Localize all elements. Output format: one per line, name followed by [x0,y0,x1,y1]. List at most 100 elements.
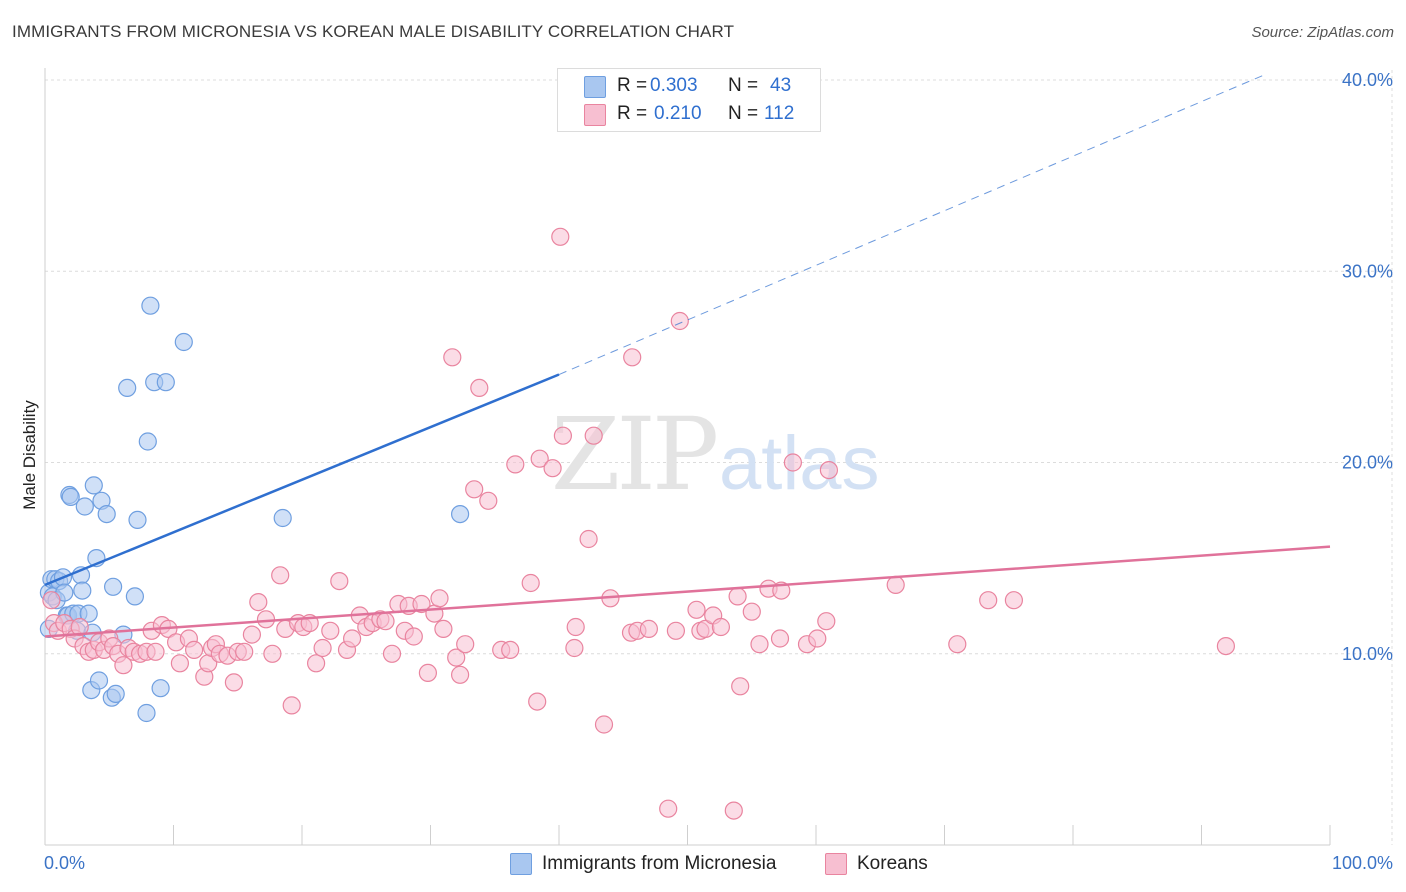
micronesia-trend-line [44,373,560,587]
korean-point [256,610,276,629]
korean-point [479,491,498,510]
n-label: N = [728,103,759,124]
micronesia-trend-extension [558,73,1266,375]
chart-legend: Immigrants from Micronesia Koreans [0,852,1406,878]
chart-title: IMMIGRANTS FROM MICRONESIA VS KOREAN MAL… [12,22,735,41]
korean-point [565,638,584,658]
r-value: 0.303 [650,75,698,96]
korean-point [412,594,431,614]
korean-point [447,648,466,667]
n-value: 112 [764,103,795,124]
micronesia-point [61,487,80,506]
korean-point [659,799,678,818]
korean-point [530,449,549,468]
koreans-swatch [584,104,606,126]
korean-point [235,642,254,661]
korean-point [770,629,790,648]
korean-point [584,426,603,445]
korean-point [543,459,562,478]
korean-point [343,629,362,648]
korean-point [623,348,642,367]
r-label: R = [617,75,648,96]
korean-point [146,642,165,661]
korean-point [551,227,570,246]
korean-point [579,529,598,549]
korean-point [817,612,836,631]
micronesia-point [75,497,94,516]
korean-point [1216,636,1236,656]
stats-box: R = 0.303 N = 43 R = 0.210 N = 112 [557,68,821,132]
micronesia-point [118,378,137,397]
micronesia-point [273,508,292,528]
stats-row-koreans: R = 0.210 N = 112 [558,101,820,127]
tick-labels: 10.0% 20.0% 30.0% 40.0% 0.0% 100.0% [44,70,1393,873]
micronesia-point [141,296,160,315]
korean-point [501,640,520,660]
korean-point [242,625,261,644]
korean-point [271,566,290,585]
r-value: 0.210 [654,103,702,124]
micronesia-point [125,587,144,606]
korean-point [224,673,243,692]
micronesia-point [73,581,92,600]
korean-point [313,638,332,658]
micronesia-point [97,504,116,524]
n-value: 43 [770,75,792,96]
korean-point [886,575,905,595]
micronesia-point [137,703,156,723]
korean-point [594,715,614,734]
y-tick-label: 30.0% [1342,261,1393,281]
y-tick-label: 40.0% [1342,70,1393,90]
stats-row-micronesia: R = 0.303 N = 43 [558,73,820,99]
korean-point [404,627,423,646]
korean-point [731,677,750,696]
korean-point [185,640,204,660]
korean-point [639,619,659,639]
korean-point [443,348,462,367]
axes [44,68,1331,846]
y-tick-label: 20.0% [1342,453,1393,473]
korean-point [783,453,803,472]
korean-point [470,378,489,397]
korean-point [670,311,689,331]
micronesia-point [103,577,123,596]
legend-swatch-koreans [825,853,847,875]
micronesia-point [84,476,103,495]
micronesia-point [174,332,193,352]
n-label: N = [728,75,759,96]
micronesia-point [156,373,175,392]
korean-point [330,571,349,591]
watermark-zip: ZIP [551,396,716,513]
korean-point [808,629,827,648]
korean-point [724,801,743,820]
korean-point [418,663,437,683]
korean-point [528,692,547,711]
korean-point [711,617,731,637]
micronesia-point [128,510,147,530]
x-tick-label: 0.0% [44,853,85,873]
legend-swatch-micronesia [510,853,532,875]
korean-point [376,612,395,631]
korean-point [979,591,998,610]
korean-point [819,461,839,480]
korean-point [750,635,769,654]
korean-point [948,635,967,654]
korean-point [42,591,61,610]
data-points [39,227,1236,820]
legend-label-micronesia: Immigrants from Micronesia [542,853,777,874]
source-label: Source: ZipAtlas.com [1251,24,1394,41]
korean-point [170,654,189,673]
korean-point [282,696,301,715]
korean-point [451,665,470,684]
korean-point [728,587,747,606]
korean-point [70,617,89,637]
korean-point [114,656,133,675]
korean-point [321,621,340,640]
micronesia-point [138,432,157,451]
korean-point [307,654,326,673]
watermark: ZIP atlas [551,396,880,513]
korean-point [553,426,573,445]
micronesia-swatch [584,76,606,98]
r-label: R = [617,103,648,124]
korean-point [566,617,585,637]
